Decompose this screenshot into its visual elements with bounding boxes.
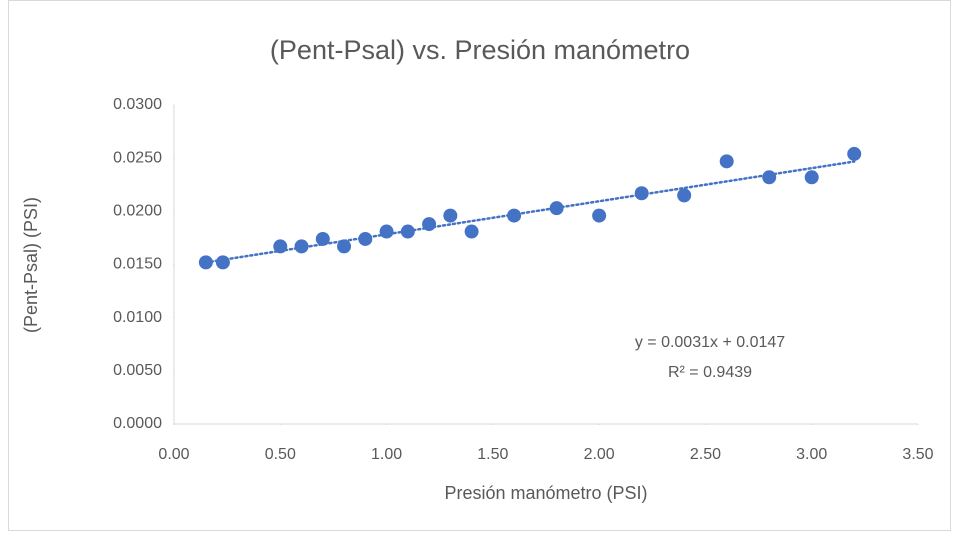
y-tick-label: 0.0150 (113, 256, 162, 273)
y-tick-label: 0.0000 (113, 415, 162, 432)
data-point (719, 154, 734, 169)
x-tick-label: 2.00 (584, 446, 615, 463)
data-point (315, 231, 330, 246)
x-tick-label: 0.00 (158, 446, 189, 463)
data-point (443, 208, 458, 223)
x-tick-label: 1.00 (371, 446, 402, 463)
x-tick-label: 1.50 (477, 446, 508, 463)
data-point (804, 170, 819, 185)
data-point (215, 255, 230, 270)
data-point (337, 239, 352, 254)
data-point (273, 239, 288, 254)
chart-frame (8, 0, 951, 531)
y-tick-label: 0.0200 (113, 203, 162, 220)
data-point (358, 231, 373, 246)
x-tick-label: 3.00 (796, 446, 827, 463)
chart-title: (Pent-Psal) vs. Presión manómetro (270, 35, 690, 65)
trendline (204, 160, 856, 264)
y-tick-label: 0.0100 (113, 309, 162, 326)
trendline-equation: y = 0.0031x + 0.0147 (635, 334, 785, 351)
data-point (198, 255, 213, 270)
y-tick-label: 0.0250 (113, 149, 162, 166)
trendline-r2: R² = 0.9439 (668, 364, 752, 381)
data-point (507, 208, 522, 223)
data-point (294, 239, 309, 254)
data-point (592, 208, 607, 223)
x-tick-label: 0.50 (265, 446, 296, 463)
y-axis-label: (Pent-Psal) (PSI) (21, 197, 41, 333)
data-point (847, 146, 862, 161)
x-tick-label: 3.50 (902, 446, 933, 463)
data-point (400, 224, 415, 239)
data-point (762, 170, 777, 185)
data-point (549, 201, 564, 216)
data-point (677, 188, 692, 203)
data-point (379, 224, 394, 239)
y-tick-label: 0.0300 (113, 96, 162, 113)
data-point (464, 224, 479, 239)
data-point (422, 217, 437, 232)
data-point (634, 186, 649, 201)
x-axis-label: Presión manómetro (PSI) (444, 483, 647, 503)
y-tick-label: 0.0050 (113, 362, 162, 379)
x-tick-label: 2.50 (690, 446, 721, 463)
